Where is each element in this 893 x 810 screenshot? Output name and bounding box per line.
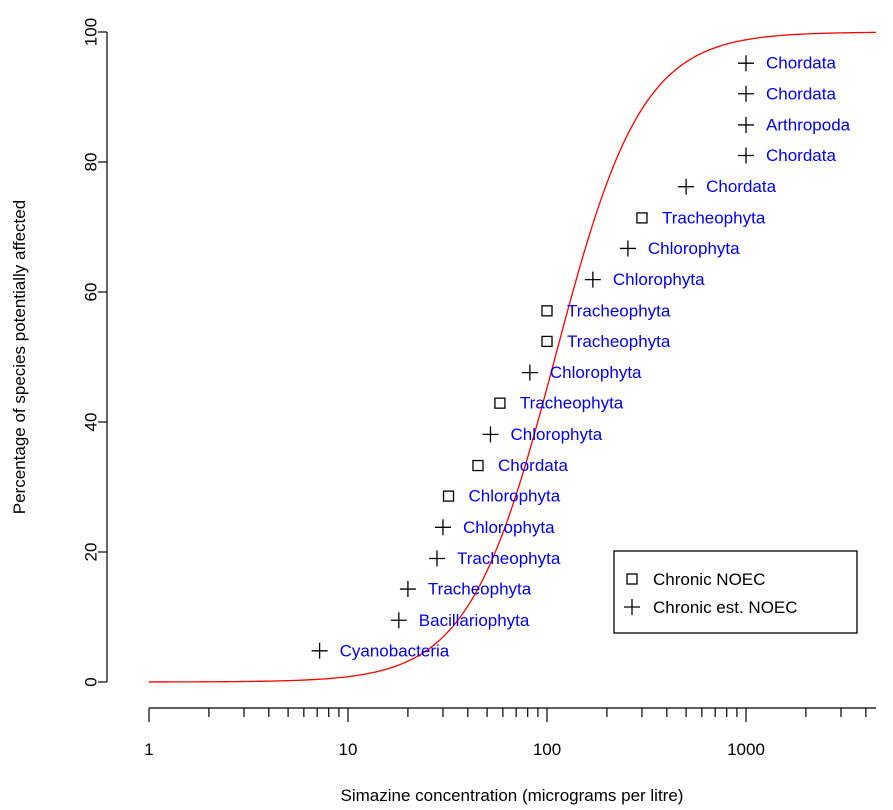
x-tick-label: 1000	[727, 740, 765, 759]
point-label: Arthropoda	[766, 115, 851, 134]
point-label: Chlorophyta	[469, 487, 561, 506]
point-label: Chlorophyta	[463, 518, 555, 537]
legend-entry-chronic-est-noec: Chronic est. NOEC	[653, 598, 798, 617]
point-label: Chlorophyta	[613, 270, 705, 289]
plus-marker	[390, 612, 407, 629]
legend-square-marker	[626, 573, 638, 585]
plus-marker	[311, 642, 328, 659]
x-tick-label: 100	[533, 740, 561, 759]
point-label: Cyanobacteria	[340, 641, 450, 660]
plus-marker	[738, 55, 755, 72]
fitted-ssd-curve	[148, 31, 877, 683]
plus-marker	[428, 550, 445, 567]
point-label: Chordata	[706, 177, 776, 196]
point-label: Tracheophyta	[428, 580, 532, 599]
plus-marker	[738, 147, 755, 164]
x-axis-title: Simazine concentration (micrograms per l…	[341, 786, 684, 805]
point-label: Tracheophyta	[520, 394, 624, 413]
y-tick-label: 40	[82, 413, 101, 432]
square-marker	[442, 490, 455, 502]
y-tick-label: 80	[82, 153, 101, 172]
y-axis: 0 20 40 60 80 100	[82, 18, 108, 687]
legend: Chronic NOEC Chronic est. NOEC	[613, 550, 858, 634]
point-label: Tracheophyta	[567, 301, 671, 320]
point-label: Chlorophyta	[550, 363, 642, 382]
legend-entry-chronic-noec: Chronic NOEC	[653, 570, 765, 589]
plus-marker	[521, 364, 538, 381]
plus-marker	[678, 178, 695, 195]
point-label: Chordata	[766, 84, 836, 103]
square-marker	[541, 335, 553, 348]
square-marker	[541, 305, 553, 317]
x-tick-label: 10	[339, 740, 358, 759]
plus-marker	[482, 426, 499, 443]
x-axis: 1 10 100 1000	[144, 707, 876, 759]
point-label: Tracheophyta	[567, 332, 671, 351]
y-tick-label: 0	[82, 677, 101, 686]
legend-box	[613, 550, 858, 634]
plus-marker	[434, 519, 451, 536]
y-tick-label: 20	[82, 543, 101, 562]
point-label: Chlorophyta	[648, 239, 740, 258]
point-label: Chordata	[766, 146, 836, 165]
point-label: Chordata	[766, 54, 836, 73]
point-label: Chordata	[498, 456, 568, 475]
square-marker	[494, 397, 506, 409]
y-axis-title: Percentage of species potentially affect…	[10, 200, 29, 514]
y-tick-label: 100	[82, 18, 101, 46]
plus-marker	[738, 85, 755, 102]
plus-marker	[738, 116, 755, 133]
point-label: Bacillariophyta	[419, 611, 530, 630]
plus-marker	[584, 271, 601, 288]
plus-marker	[399, 581, 416, 598]
data-points: Cyanobacteria Bacillariophyta Tracheophyta…	[311, 54, 851, 660]
y-tick-label: 60	[82, 283, 101, 302]
point-label: Tracheophyta	[457, 549, 561, 568]
plus-marker	[619, 240, 636, 257]
square-marker	[472, 459, 484, 472]
legend-plus-marker	[624, 599, 640, 615]
square-marker	[636, 212, 648, 224]
point-label: Chlorophyta	[510, 425, 602, 444]
x-tick-label: 1	[144, 740, 153, 759]
point-label: Tracheophyta	[662, 208, 766, 227]
